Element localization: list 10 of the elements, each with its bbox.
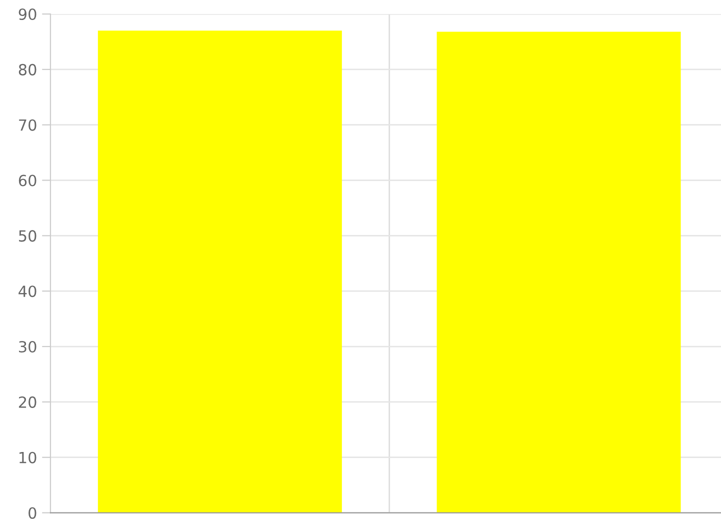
y-tick-label: 70 bbox=[19, 119, 36, 131]
y-tick-label: 10 bbox=[20, 452, 36, 464]
y-tick-label: 20 bbox=[18, 396, 36, 408]
y-tick-label: 30 bbox=[19, 340, 36, 353]
y-tick-label: 50 bbox=[19, 230, 36, 242]
y-tick-label: 0 bbox=[28, 507, 36, 519]
y-tick-label: 60 bbox=[18, 174, 36, 186]
y-tick-label: 40 bbox=[18, 286, 36, 298]
y-tick-label: 80 bbox=[18, 64, 36, 76]
y-tick-label: 90 bbox=[18, 8, 36, 20]
